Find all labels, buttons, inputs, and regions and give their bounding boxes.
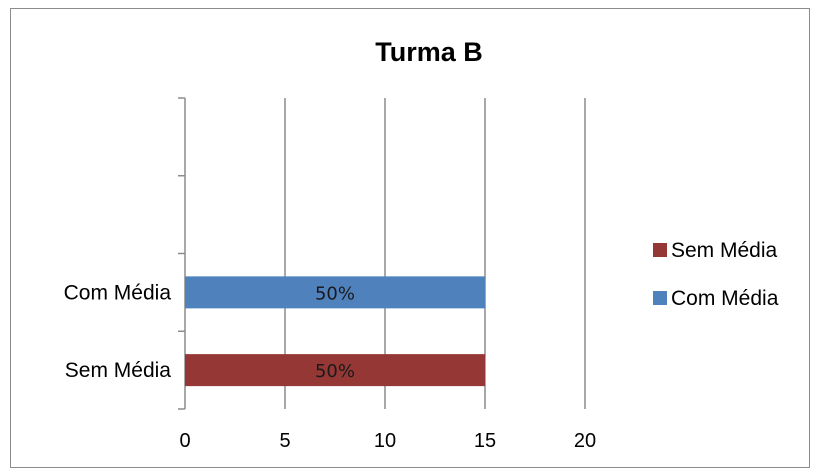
x-tick-label: 5 [279, 430, 290, 452]
x-tick-label: 10 [374, 430, 396, 452]
legend-entry: Sem Média [671, 239, 778, 262]
legend-swatch [653, 243, 667, 257]
legend: Sem Média Com Média [653, 239, 779, 310]
legend-entry: Com Média [671, 287, 779, 310]
bar-data-label: 50% [315, 361, 355, 382]
bars: 50% 50% [185, 276, 485, 387]
legend-swatch [653, 291, 667, 305]
x-tick-label: 15 [474, 430, 496, 452]
chart-frame: Turma B 0 5 10 15 20 Sem Média Com Média 50% 50… [10, 8, 810, 468]
chart-title: Turma B [375, 37, 483, 67]
x-tick-label: 0 [179, 430, 190, 452]
category-label: Sem Média [65, 359, 172, 382]
axes: 0 5 10 15 20 Sem Média Com Média [64, 97, 596, 452]
bar-data-label: 50% [315, 283, 355, 304]
bar [185, 276, 485, 309]
bar [185, 354, 485, 387]
x-tick-label: 20 [574, 430, 596, 452]
category-label: Com Média [64, 281, 172, 304]
